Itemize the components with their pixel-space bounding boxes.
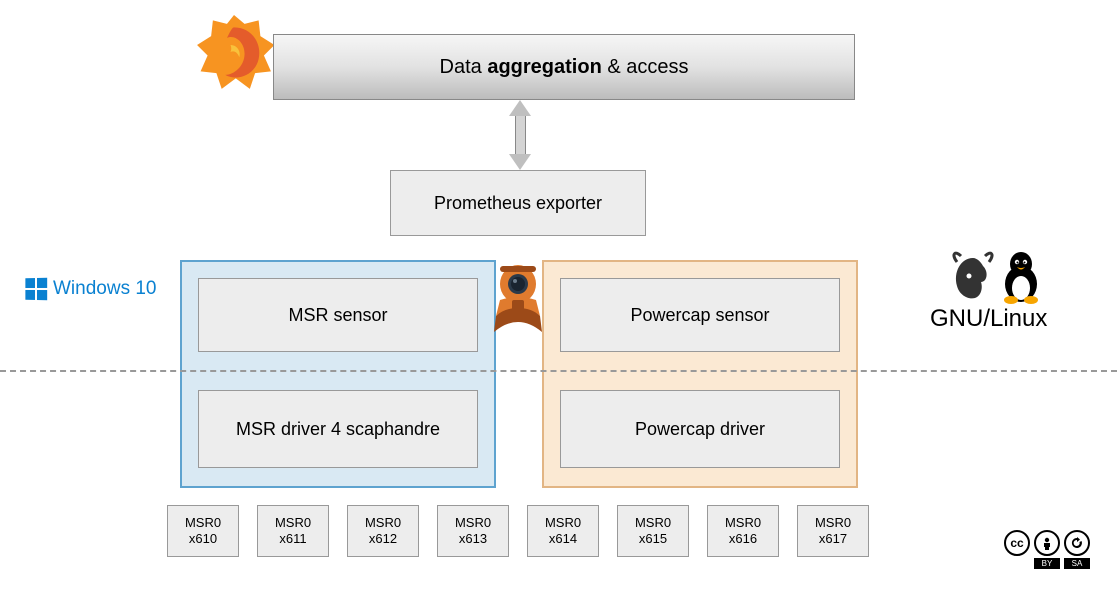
msr-register-box: MSR0x616 xyxy=(707,505,779,557)
prometheus-label: Prometheus exporter xyxy=(434,193,602,214)
aggregation-box: Data aggregation & access xyxy=(273,34,855,100)
aggregation-label: Data aggregation & access xyxy=(440,56,689,79)
msr-register-box: MSR0x615 xyxy=(617,505,689,557)
scaphandre-icon xyxy=(490,260,546,341)
msr-register-box: MSR0x613 xyxy=(437,505,509,557)
kernel-userspace-divider xyxy=(0,370,1117,372)
msr-register-box: MSR0x614 xyxy=(527,505,599,557)
bidir-arrow-icon xyxy=(509,100,531,170)
msr-register-box: MSR0x611 xyxy=(257,505,329,557)
gnu-linux-label: GNU/Linux xyxy=(930,305,1047,333)
msr-register-box: MSR0x612 xyxy=(347,505,419,557)
powercap-driver-box: Powercap driver xyxy=(560,390,840,468)
powercap-sensor-box: Powercap sensor xyxy=(560,278,840,352)
gnu-tux-icons xyxy=(945,248,1045,309)
cc-icon: cc xyxy=(1004,530,1030,556)
msr-register-box: MSR0x610 xyxy=(167,505,239,557)
msr-driver-box: MSR driver 4 scaphandre xyxy=(198,390,478,468)
sa-icon xyxy=(1064,530,1090,556)
grafana-icon xyxy=(190,8,278,108)
cc-by-sa-badge: cc . BY SA xyxy=(1004,530,1090,569)
windows-label: Windows 10 xyxy=(25,278,157,300)
windows-icon xyxy=(25,278,47,301)
by-icon xyxy=(1034,530,1060,556)
msr-register-box: MSR0x617 xyxy=(797,505,869,557)
msr-sensor-box: MSR sensor xyxy=(198,278,478,352)
prometheus-exporter-box: Prometheus exporter xyxy=(390,170,646,236)
